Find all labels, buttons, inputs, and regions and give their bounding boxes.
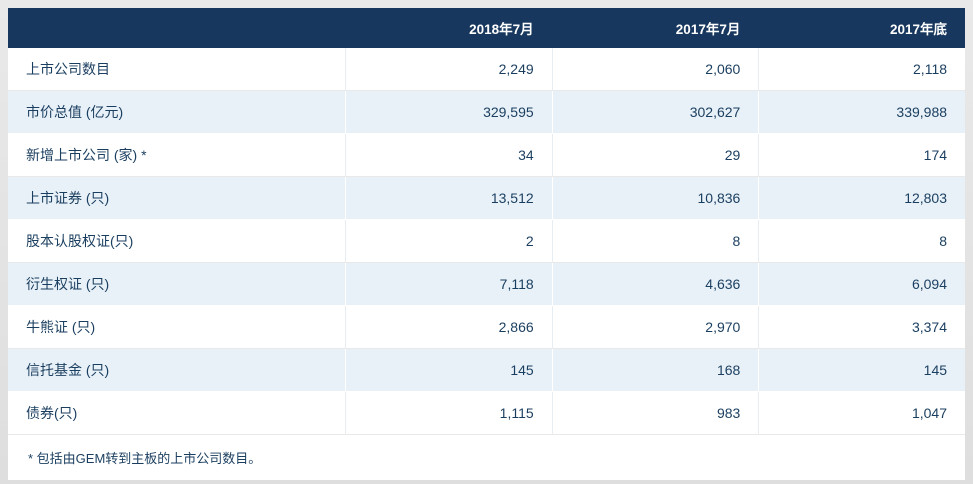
- cell-value: 34: [345, 134, 552, 176]
- cell-value: 1,047: [758, 392, 965, 434]
- cell-value: 302,627: [551, 91, 759, 133]
- cell-value: 2,866: [345, 306, 552, 348]
- table-row: 牛熊证 (只) 2,866 2,970 3,374: [8, 306, 965, 349]
- cell-value: 2,249: [345, 48, 552, 90]
- footnote: * 包括由GEM转到主板的上市公司数目。: [8, 435, 965, 480]
- cell-value: 3,374: [758, 306, 965, 348]
- row-label: 衍生权证 (只): [26, 276, 110, 292]
- market-statistics-table: 2018年7月 2017年7月 2017年底 上市公司数目 2,249 2,06…: [8, 8, 965, 480]
- cell-value: 329,595: [345, 91, 552, 133]
- cell-value: 145: [758, 349, 965, 391]
- cell-value: 2,060: [551, 48, 759, 90]
- table-row: 债券(只) 1,115 983 1,047: [8, 392, 965, 435]
- cell-value: 10,836: [551, 177, 759, 219]
- cell-value: 8: [551, 220, 759, 262]
- table-row: 新增上市公司 (家) * 34 29 174: [8, 134, 965, 177]
- cell-value: 983: [551, 392, 759, 434]
- row-label: 新增上市公司 (家) *: [26, 147, 147, 163]
- column-header-blank: [8, 8, 345, 48]
- table-row: 上市证券 (只) 13,512 10,836 12,803: [8, 177, 965, 220]
- table-row: 衍生权证 (只) 7,118 4,636 6,094: [8, 263, 965, 306]
- row-label: 债券(只): [26, 405, 78, 421]
- column-header-2018-jul: 2018年7月: [469, 22, 534, 37]
- table-row: 信托基金 (只) 145 168 145: [8, 349, 965, 392]
- row-label: 市价总值 (亿元): [26, 104, 124, 120]
- cell-value: 8: [758, 220, 965, 262]
- cell-value: 339,988: [758, 91, 965, 133]
- cell-value: 145: [345, 349, 552, 391]
- cell-value: 29: [551, 134, 759, 176]
- column-header-2017-end: 2017年底: [889, 22, 948, 37]
- cell-value: 13,512: [345, 177, 552, 219]
- table-row: 市价总值 (亿元) 329,595 302,627 339,988: [8, 91, 965, 134]
- row-label: 牛熊证 (只): [26, 319, 96, 335]
- cell-value: 2,118: [758, 48, 965, 90]
- row-label: 上市公司数目: [26, 61, 110, 77]
- table-row: 上市公司数目 2,249 2,060 2,118: [8, 48, 965, 91]
- cell-value: 12,803: [758, 177, 965, 219]
- row-label: 上市证券 (只): [26, 190, 110, 206]
- row-label: 股本认股权证(只): [26, 233, 134, 249]
- cell-value: 168: [551, 349, 759, 391]
- cell-value: 6,094: [758, 263, 965, 305]
- column-header-2017-jul: 2017年7月: [675, 22, 741, 37]
- cell-value: 2,970: [551, 306, 759, 348]
- table-row: 股本认股权证(只) 2 8 8: [8, 220, 965, 263]
- table-header-row: 2018年7月 2017年7月 2017年底: [8, 8, 965, 48]
- cell-value: 1,115: [345, 392, 552, 434]
- cell-value: 4,636: [551, 263, 759, 305]
- cell-value: 2: [345, 220, 552, 262]
- cell-value: 174: [758, 134, 965, 176]
- cell-value: 7,118: [345, 263, 552, 305]
- row-label: 信托基金 (只): [26, 362, 110, 378]
